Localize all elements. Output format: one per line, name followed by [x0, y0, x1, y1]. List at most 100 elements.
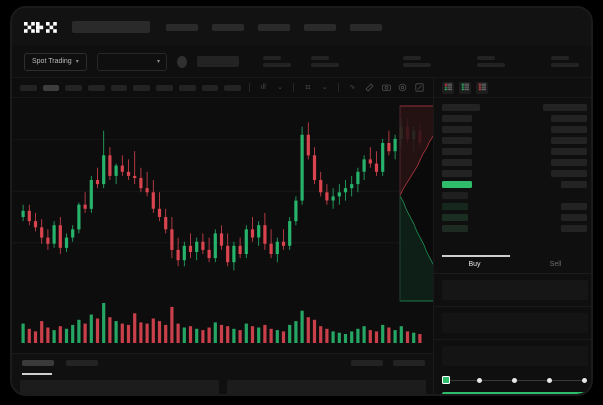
stat-24h-change — [263, 56, 291, 67]
market-stats — [263, 56, 579, 67]
tab-assets[interactable] — [351, 360, 383, 366]
timeframe-1[interactable] — [20, 84, 37, 91]
ask-price — [442, 170, 472, 177]
nav-item-3[interactable] — [258, 23, 290, 31]
amount-percent-slider[interactable] — [442, 374, 588, 386]
timeframe-9[interactable] — [201, 84, 219, 91]
coin-avatar-icon — [177, 55, 188, 68]
stat-value — [551, 63, 579, 67]
orderbook-bid-row[interactable] — [442, 203, 587, 210]
bid-price — [442, 225, 468, 232]
ask-amount — [551, 170, 587, 177]
app-screen: Spot Trading ▾ ▾ — [12, 8, 591, 394]
nav-item-5[interactable] — [350, 23, 382, 31]
pair-select[interactable]: ▾ — [96, 52, 168, 71]
okx-logo-icon[interactable] — [24, 21, 58, 33]
trading-mode-button[interactable]: Spot Trading ▾ — [24, 52, 87, 71]
slider-stop-50[interactable] — [512, 377, 517, 383]
orderbook-last-price-row — [442, 181, 587, 188]
slider-stop-75[interactable] — [547, 377, 552, 383]
orderbook-ask-row[interactable] — [442, 115, 587, 122]
chevron-down-icon: ▾ — [75, 58, 79, 65]
orderbook-ask-row[interactable] — [442, 159, 587, 166]
bid-price — [442, 214, 468, 221]
timeframe-7[interactable] — [156, 84, 173, 91]
timeframe-4[interactable] — [88, 84, 105, 91]
orderbook-ask-row[interactable] — [442, 137, 587, 144]
chart-type-icon[interactable]: ɪɪ — [305, 84, 311, 91]
nav-item-2[interactable] — [212, 23, 244, 31]
orders-content — [20, 380, 426, 394]
bid-amount — [561, 225, 587, 232]
last-price-amount — [561, 181, 587, 188]
stat-label — [477, 56, 495, 60]
orderbook-ask-row[interactable] — [442, 148, 587, 155]
toolbar-divider — [293, 83, 295, 92]
orderbook-col-price — [442, 104, 480, 111]
bid-amount — [561, 214, 587, 221]
orderbook-bid-row[interactable] — [442, 214, 587, 221]
orders-placeholder-1 — [20, 380, 219, 394]
settings-gear-icon[interactable] — [397, 82, 408, 93]
orderbook-mode-asks-icon[interactable] — [476, 81, 488, 94]
ruler-icon[interactable] — [364, 82, 375, 93]
timeframe-8[interactable] — [178, 84, 196, 91]
orders-placeholder-2 — [227, 380, 426, 394]
price-chart[interactable] — [12, 98, 433, 353]
tab-positions[interactable] — [393, 360, 425, 366]
ask-amount — [551, 115, 587, 122]
order-total-input[interactable] — [442, 346, 588, 366]
orderbook-rows[interactable] — [434, 98, 591, 256]
timeframe-5[interactable] — [110, 84, 128, 91]
ask-price — [442, 115, 472, 122]
fullscreen-icon[interactable] — [414, 82, 425, 93]
ask-price — [442, 137, 472, 144]
camera-icon[interactable] — [381, 82, 392, 93]
orders-tabs — [12, 354, 433, 366]
nav-item-4[interactable] — [304, 23, 336, 31]
orderbook-bid-row[interactable] — [442, 225, 587, 232]
timeframe-10[interactable] — [224, 84, 241, 91]
ask-price — [442, 159, 472, 166]
orderbook-header-row — [442, 104, 587, 111]
tab-sell[interactable]: Sell — [549, 261, 562, 268]
stat-24h-volume — [477, 56, 505, 67]
stat-value — [263, 63, 291, 67]
market-bar: Spot Trading ▾ ▾ — [12, 46, 591, 78]
form-divider — [434, 306, 591, 307]
nav-item-1[interactable] — [166, 23, 198, 31]
orderbook-ask-row[interactable] — [442, 170, 587, 177]
orderbook-ask-row[interactable] — [442, 126, 587, 133]
toolbar-divider — [248, 83, 250, 92]
stat-label — [403, 56, 421, 60]
orderbook-mode-both-icon[interactable] — [442, 81, 454, 94]
indicators-chevron-down-icon[interactable]: ⌄ — [277, 84, 283, 91]
buy-submit-button[interactable] — [442, 392, 588, 394]
ask-price — [442, 126, 472, 133]
indicators-icon[interactable]: ıll — [260, 84, 266, 91]
ask-amount — [551, 159, 587, 166]
slider-stop-25[interactable] — [477, 377, 482, 383]
stat-label — [311, 56, 329, 60]
search-input[interactable] — [72, 21, 150, 33]
slider-stop-100[interactable] — [582, 377, 587, 383]
order-price-input[interactable] — [442, 280, 588, 300]
timeframe-6[interactable] — [133, 84, 151, 91]
timeframe-3[interactable] — [65, 84, 83, 91]
orderbook-mode-bids-icon[interactable] — [459, 81, 471, 94]
ask-amount — [551, 126, 587, 133]
tab-order-history[interactable] — [66, 360, 98, 366]
orders-right-tabs — [351, 360, 425, 366]
chart-type-chevron-down-icon[interactable]: ⌄ — [321, 84, 328, 91]
order-amount-input[interactable] — [442, 313, 588, 333]
ask-amount — [551, 148, 587, 155]
tab-open-orders[interactable] — [22, 360, 54, 366]
slider-handle[interactable] — [442, 376, 450, 384]
tab-buy[interactable]: Buy — [468, 261, 481, 268]
main-nav — [166, 23, 382, 31]
chevron-down-icon: ▾ — [157, 58, 161, 65]
orderbook-bid-row[interactable] — [442, 192, 587, 199]
timeframe-2[interactable] — [42, 84, 60, 91]
candlestick-chart-svg — [12, 105, 433, 343]
line-chart-icon[interactable]: ∿ — [349, 84, 356, 91]
